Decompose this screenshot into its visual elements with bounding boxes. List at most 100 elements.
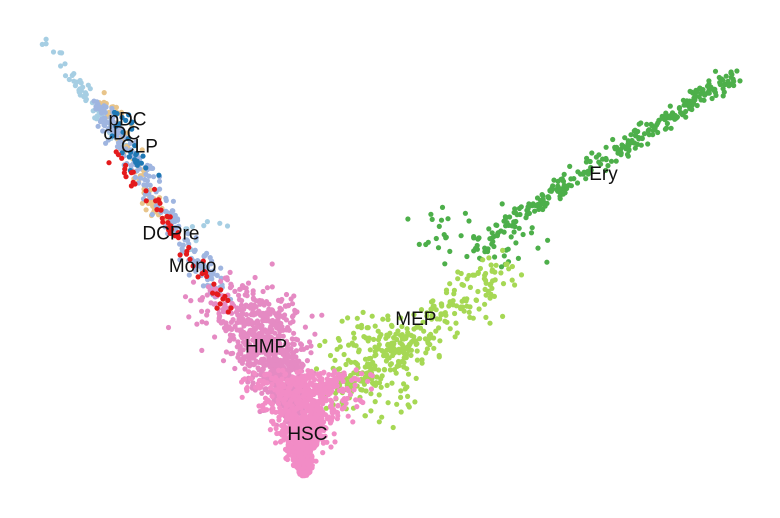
point-hsc	[320, 439, 327, 445]
point-mep	[483, 314, 489, 320]
point-mep	[372, 382, 379, 388]
point-hsc	[333, 395, 339, 401]
point-hmp	[245, 318, 252, 324]
point-dcpre	[186, 272, 192, 278]
point-mep	[365, 325, 371, 331]
point-hmp	[263, 329, 269, 335]
point-hsc	[275, 389, 281, 395]
point-dcpre	[172, 216, 179, 222]
point-ery	[499, 201, 505, 207]
point-dcpre	[116, 130, 122, 136]
point-hmp	[289, 349, 296, 356]
point-ery	[621, 143, 627, 150]
cluster-label-hmp: HMP	[245, 336, 287, 357]
point-hsc	[354, 404, 360, 410]
point-ery	[632, 133, 639, 139]
point-dcpre	[110, 118, 116, 125]
point-pdc	[189, 224, 195, 230]
point-hsc	[284, 456, 291, 463]
point-hmp	[283, 317, 289, 323]
point-dcpre	[115, 140, 122, 146]
point-mep	[424, 310, 430, 316]
point-ery	[568, 176, 574, 182]
point-dcpre	[137, 175, 144, 181]
point-hsc	[319, 377, 325, 383]
point-pdc	[201, 223, 207, 229]
point-mep	[405, 402, 411, 408]
point-hmp	[239, 312, 245, 318]
point-pdc	[43, 36, 49, 42]
point-hmp	[259, 341, 265, 347]
point-hmp	[275, 325, 281, 331]
point-hmp	[309, 313, 315, 319]
point-mep	[380, 316, 386, 322]
point-dcpre	[147, 195, 153, 201]
point-hsc	[320, 391, 326, 397]
point-hmp	[285, 367, 291, 373]
point-mep	[353, 360, 359, 366]
point-mep	[343, 361, 349, 368]
point-mep	[452, 310, 458, 317]
point-hmp	[267, 349, 274, 355]
point-ery	[706, 85, 712, 91]
point-mono	[143, 188, 149, 194]
point-hsc	[272, 377, 278, 383]
point-hsc	[289, 420, 295, 427]
point-hsc	[329, 399, 335, 405]
point-ery	[511, 219, 518, 225]
point-clp	[109, 133, 115, 139]
point-mep	[376, 419, 382, 425]
point-pdc	[217, 220, 223, 226]
point-mep	[376, 342, 382, 348]
point-ery	[689, 106, 695, 113]
point-ery	[529, 225, 535, 231]
point-dcpre	[200, 283, 206, 289]
point-mep	[360, 309, 366, 315]
point-hsc	[273, 425, 279, 432]
point-mep	[483, 292, 489, 298]
point-hmp	[293, 336, 299, 342]
point-mep	[467, 314, 473, 320]
point-hsc	[303, 434, 309, 440]
point-hmp	[272, 330, 278, 336]
point-hsc	[308, 409, 314, 415]
point-dcpre	[123, 146, 129, 152]
point-ery	[680, 97, 687, 103]
point-hmp	[199, 308, 205, 314]
point-mono	[211, 281, 217, 287]
point-hsc	[294, 416, 300, 422]
point-ery	[734, 68, 740, 74]
point-mep	[317, 342, 323, 349]
point-mep	[511, 282, 518, 288]
point-mep	[455, 276, 461, 282]
point-hmp	[257, 300, 263, 306]
point-ery	[436, 223, 442, 229]
point-hsc	[311, 438, 317, 445]
point-hmp	[248, 312, 254, 318]
point-mep	[387, 362, 393, 368]
point-mep	[458, 305, 464, 312]
point-hsc	[246, 369, 252, 375]
point-hsc	[309, 453, 315, 459]
series-hsc	[239, 367, 375, 479]
point-hmp	[282, 357, 288, 364]
point-clp	[125, 136, 131, 142]
point-hsc	[297, 470, 303, 476]
point-ery	[494, 222, 500, 228]
point-mep	[383, 335, 389, 341]
point-pdc	[183, 226, 189, 232]
point-hsc	[276, 367, 282, 373]
point-mep	[464, 303, 470, 309]
point-mep	[334, 346, 340, 352]
point-hsc	[281, 384, 287, 390]
point-cdc	[143, 207, 149, 213]
point-mep	[369, 313, 375, 319]
point-mono	[168, 223, 174, 229]
point-ery	[494, 233, 500, 239]
point-ery	[464, 253, 470, 260]
point-hmp	[285, 352, 291, 358]
point-hmp	[211, 301, 217, 307]
point-mep	[475, 269, 481, 276]
point-mep	[372, 349, 378, 355]
point-mep	[398, 394, 404, 400]
